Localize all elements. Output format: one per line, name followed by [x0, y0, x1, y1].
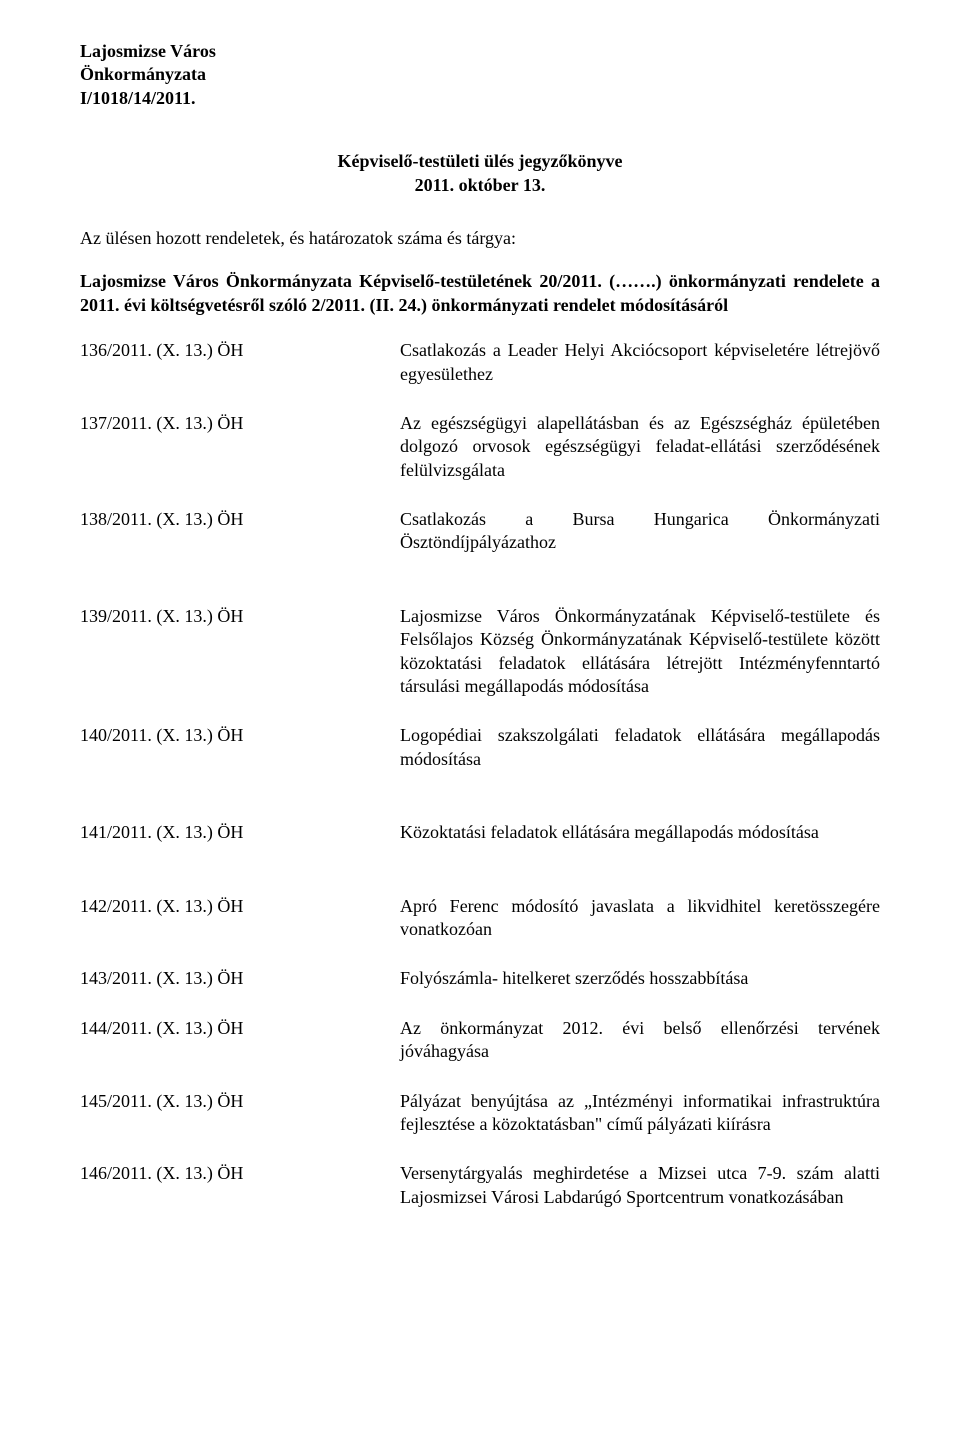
resolution-description: Csatlakozás a Leader Helyi Akciócsoport …: [400, 339, 880, 386]
resolution-description: Csatlakozás a Bursa Hungarica Önkormányz…: [400, 508, 880, 555]
resolution-number: 137/2011. (X. 13.) ÖH: [80, 412, 400, 435]
resolution-number: 139/2011. (X. 13.) ÖH: [80, 605, 400, 628]
resolution-number: 142/2011. (X. 13.) ÖH: [80, 895, 400, 918]
resolution-row: 136/2011. (X. 13.) ÖHCsatlakozás a Leade…: [80, 339, 880, 386]
resolution-number: 143/2011. (X. 13.) ÖH: [80, 967, 400, 990]
resolution-row: 139/2011. (X. 13.) ÖHLajosmizse Város Ön…: [80, 605, 880, 699]
resolution-number: 144/2011. (X. 13.) ÖH: [80, 1017, 400, 1040]
resolution-description: Pályázat benyújtása az „Intézményi infor…: [400, 1090, 880, 1137]
resolution-description: Folyószámla- hitelkeret szerződés hossza…: [400, 967, 880, 990]
resolution-number: 136/2011. (X. 13.) ÖH: [80, 339, 400, 362]
resolution-number: 141/2011. (X. 13.) ÖH: [80, 821, 400, 844]
org-name-line2: Önkormányzata: [80, 63, 880, 86]
resolution-row: 143/2011. (X. 13.) ÖHFolyószámla- hitelk…: [80, 967, 880, 990]
resolution-description: Apró Ferenc módosító javaslata a likvidh…: [400, 895, 880, 942]
resolution-number: 146/2011. (X. 13.) ÖH: [80, 1162, 400, 1185]
resolution-description: Lajosmizse Város Önkormányzatának Képvis…: [400, 605, 880, 699]
resolution-number: 145/2011. (X. 13.) ÖH: [80, 1090, 400, 1113]
resolution-row: 145/2011. (X. 13.) ÖHPályázat benyújtása…: [80, 1090, 880, 1137]
resolution-description: Az önkormányzat 2012. évi belső ellenőrz…: [400, 1017, 880, 1064]
resolution-description: Versenytárgyalás meghirdetése a Mizsei u…: [400, 1162, 880, 1209]
decree-title: Lajosmizse Város Önkormányzata Képviselő…: [80, 270, 880, 317]
title-line1: Képviselő-testületi ülés jegyzőkönyve: [80, 150, 880, 173]
resolution-row: 142/2011. (X. 13.) ÖHApró Ferenc módosít…: [80, 895, 880, 942]
resolution-row: 140/2011. (X. 13.) ÖHLogopédiai szakszol…: [80, 724, 880, 771]
org-header: Lajosmizse Város Önkormányzata I/1018/14…: [80, 40, 880, 110]
intro-text: Az ülésen hozott rendeletek, és határoza…: [80, 227, 880, 250]
resolution-row: 138/2011. (X. 13.) ÖHCsatlakozás a Bursa…: [80, 508, 880, 555]
document-title: Képviselő-testületi ülés jegyzőkönyve 20…: [80, 150, 880, 197]
resolutions-list: 136/2011. (X. 13.) ÖHCsatlakozás a Leade…: [80, 339, 880, 1209]
resolution-description: Logopédiai szakszolgálati feladatok ellá…: [400, 724, 880, 771]
resolution-row: 146/2011. (X. 13.) ÖHVersenytárgyalás me…: [80, 1162, 880, 1209]
resolution-description: Közoktatási feladatok ellátására megálla…: [400, 821, 880, 844]
doc-ref: I/1018/14/2011.: [80, 87, 880, 110]
resolution-row: 137/2011. (X. 13.) ÖHAz egészségügyi ala…: [80, 412, 880, 482]
resolution-row: 144/2011. (X. 13.) ÖHAz önkormányzat 201…: [80, 1017, 880, 1064]
title-line2: 2011. október 13.: [80, 174, 880, 197]
org-name-line1: Lajosmizse Város: [80, 40, 880, 63]
resolution-description: Az egészségügyi alapellátásban és az Egé…: [400, 412, 880, 482]
resolution-row: 141/2011. (X. 13.) ÖHKözoktatási feladat…: [80, 821, 880, 844]
resolution-number: 140/2011. (X. 13.) ÖH: [80, 724, 400, 747]
resolution-number: 138/2011. (X. 13.) ÖH: [80, 508, 400, 531]
